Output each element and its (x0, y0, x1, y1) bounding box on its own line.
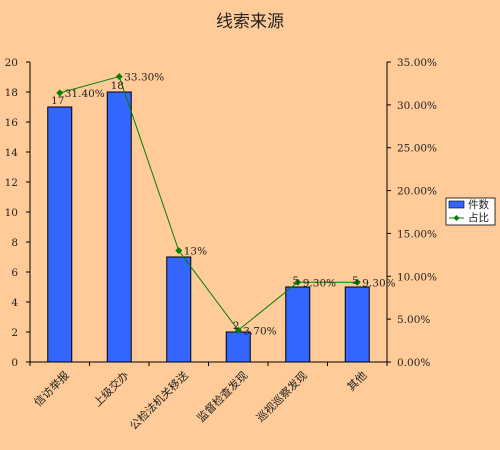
line-value-label: 9.30% (362, 277, 395, 289)
bar (47, 106, 73, 363)
bar (106, 91, 132, 363)
y-right-tick-label: 35.00% (397, 57, 437, 69)
y-right-tick-label: 30.00% (397, 100, 437, 112)
y-right-tick-label: 0.00% (397, 357, 430, 369)
bar-value-label: 5 (352, 275, 359, 287)
line-value-label: 3.70% (243, 325, 276, 337)
y-left-tick-label: 12 (5, 177, 18, 189)
bar (166, 256, 192, 363)
bar-value-label: 18 (111, 80, 124, 92)
y-right-tick-label: 20.00% (397, 186, 437, 198)
line-value-label: 31.40% (65, 88, 105, 100)
bar (225, 331, 251, 363)
x-tick-label: 巡视巡察发现 (253, 368, 310, 425)
y-left-tick-label: 2 (11, 327, 18, 339)
line-marker (353, 278, 361, 286)
line-marker (115, 73, 123, 81)
y-right-tick-label: 15.00% (397, 228, 437, 240)
line-value-label: 9.30% (303, 277, 336, 289)
bar-value-label: 17 (51, 95, 64, 107)
y-left-tick-label: 8 (11, 237, 18, 249)
bar-series (47, 91, 370, 363)
line-marker (234, 326, 242, 334)
line-marker (56, 89, 64, 97)
y-left-tick-label: 16 (5, 117, 19, 129)
legend-bar-label: 件数 (468, 198, 489, 211)
line-value-label: 13% (184, 246, 207, 258)
y-left-tick-label: 10 (5, 207, 18, 219)
y-right-tick-label: 5.00% (397, 314, 430, 326)
x-tick-label: 监督检查发现 (194, 368, 251, 425)
y-left-tick-label: 14 (5, 147, 19, 159)
legend-bar-swatch (448, 200, 465, 209)
x-tick-label: 其他 (345, 369, 370, 394)
x-tick-label: 上级交办 (90, 368, 131, 409)
y-left-tick-label: 20 (5, 57, 18, 69)
line-value-label: 33.30% (124, 72, 164, 84)
line-marker (294, 278, 302, 286)
line-path (59, 75, 358, 332)
y-left-tick-label: 0 (11, 357, 18, 369)
chart-title: 线索来源 (216, 12, 284, 32)
x-tick-label: 信访举报 (31, 368, 72, 409)
legend-line-marker (453, 215, 460, 221)
bar-value-label: 2 (233, 320, 240, 332)
line-series (56, 73, 361, 334)
y-left-tick-label: 6 (11, 267, 18, 279)
y-right-tick-label: 25.00% (397, 143, 437, 155)
legend-line-label: 占比 (468, 211, 489, 224)
bar (285, 286, 311, 363)
data-labels: 17 18 2 5 5 31.40% 33.30% 13% 3.70% 9.30% 9.30% (51, 72, 396, 338)
y-left-tick-label: 18 (5, 87, 18, 99)
y-right-tick-label: 10.00% (397, 271, 437, 283)
bar-value-label: 5 (292, 275, 299, 287)
x-tick-label: 公检法机关移送 (127, 368, 191, 432)
legend: 件数 占比 (445, 197, 496, 226)
bar (344, 286, 370, 363)
y-left-tick-label: 4 (11, 297, 18, 309)
line-marker (175, 247, 183, 255)
